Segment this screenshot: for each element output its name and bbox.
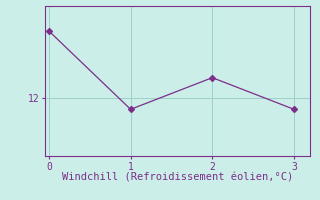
X-axis label: Windchill (Refroidissement éolien,°C): Windchill (Refroidissement éolien,°C) bbox=[62, 173, 293, 183]
